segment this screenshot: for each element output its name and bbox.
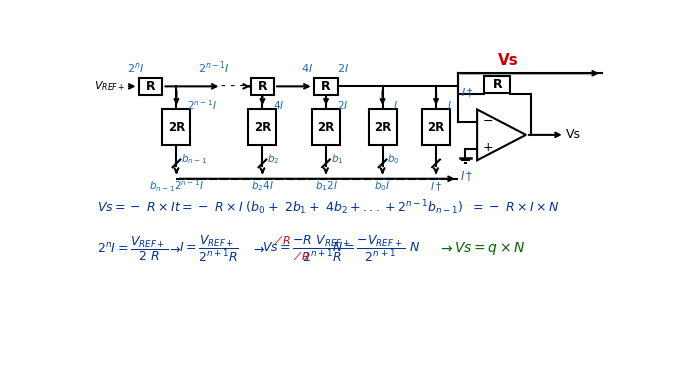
Text: $\rightarrow$: $\rightarrow$ [251, 242, 265, 255]
Text: R: R [321, 80, 331, 93]
Text: $2I$: $2I$ [337, 99, 348, 111]
Text: $2I$: $2I$ [337, 62, 349, 74]
Bar [248, 110, 276, 145]
Text: $b_2$: $b_2$ [267, 152, 279, 166]
Text: $I$: $I$ [394, 99, 398, 111]
Text: Vs: Vs [566, 129, 581, 141]
Text: $I$: $I$ [447, 99, 451, 111]
Text: $\rightarrow$: $\rightarrow$ [167, 242, 181, 255]
Bar [163, 110, 191, 145]
Text: $Vs = q \times N$: $Vs = q \times N$ [454, 240, 525, 257]
Text: $b_{n-1}2^{n-1}I$: $b_{n-1}2^{n-1}I$ [149, 179, 204, 194]
Text: $Vs = \dfrac{-R\ V_{REF+}}{2^{n+1}R}$: $Vs = \dfrac{-R\ V_{REF+}}{2^{n+1}R}$ [263, 234, 355, 264]
Text: $I\dagger$: $I\dagger$ [461, 86, 473, 99]
Text: $2^{n-1}I$: $2^{n-1}I$ [187, 98, 217, 112]
Bar [422, 110, 450, 145]
Text: $4I$: $4I$ [300, 62, 313, 74]
Text: $2^nI = \dfrac{V_{REF+}}{2\ R}$: $2^nI = \dfrac{V_{REF+}}{2\ R}$ [97, 235, 169, 263]
Text: R: R [493, 78, 502, 91]
Text: $N = \dfrac{-V_{REF+}}{2^{n+1}}\ N$: $N = \dfrac{-V_{REF+}}{2^{n+1}}\ N$ [332, 234, 421, 264]
Text: $\not R$: $\not R$ [294, 249, 310, 262]
Text: $b_0I$: $b_0I$ [375, 179, 391, 193]
Text: $\rightarrow$: $\rightarrow$ [438, 242, 454, 256]
Text: $4I$: $4I$ [273, 99, 285, 111]
Text: $b_24I$: $b_24I$ [251, 179, 274, 193]
Text: $2^{n-1}I$: $2^{n-1}I$ [198, 59, 230, 76]
Text: $b_0$: $b_0$ [387, 152, 400, 166]
Text: R: R [146, 80, 156, 93]
Text: - - -: - - - [222, 80, 245, 93]
Text: $b_12I$: $b_12I$ [315, 179, 338, 193]
Text: 2R: 2R [168, 121, 185, 134]
Text: 2R: 2R [318, 121, 335, 134]
Text: +: + [482, 141, 493, 154]
Text: $b_{n-1}$: $b_{n-1}$ [181, 152, 207, 166]
Bar [368, 110, 397, 145]
Text: 2R: 2R [427, 121, 445, 134]
Text: 2R: 2R [374, 121, 391, 134]
Bar [251, 78, 274, 95]
Text: Vs: Vs [498, 52, 519, 68]
Text: 2R: 2R [254, 121, 271, 134]
Text: R: R [258, 80, 268, 93]
Bar [139, 78, 163, 95]
Text: $I\dagger$: $I\dagger$ [430, 180, 442, 193]
Bar [314, 78, 338, 95]
Text: $Vs = -\ R \times It = -\ R \times I\ (b_0+\ 2b_1+\ 4b_2+...+2^{n-1}b_{n-1})$$\ : $Vs = -\ R \times It = -\ R \times I\ (b… [97, 199, 560, 217]
Text: $2^nI$: $2^nI$ [127, 61, 144, 75]
Text: $I = \dfrac{V_{REF+}}{2^{n+1}R}$: $I = \dfrac{V_{REF+}}{2^{n+1}R}$ [179, 234, 239, 264]
Bar [312, 110, 340, 145]
Text: $\not R$: $\not R$ [274, 233, 291, 246]
Bar [484, 76, 510, 93]
Text: −: − [482, 115, 493, 128]
Text: $I\dagger$: $I\dagger$ [460, 169, 473, 183]
Text: $V_{REF+}$: $V_{REF+}$ [93, 80, 125, 93]
Text: $b_1$: $b_1$ [331, 152, 343, 166]
